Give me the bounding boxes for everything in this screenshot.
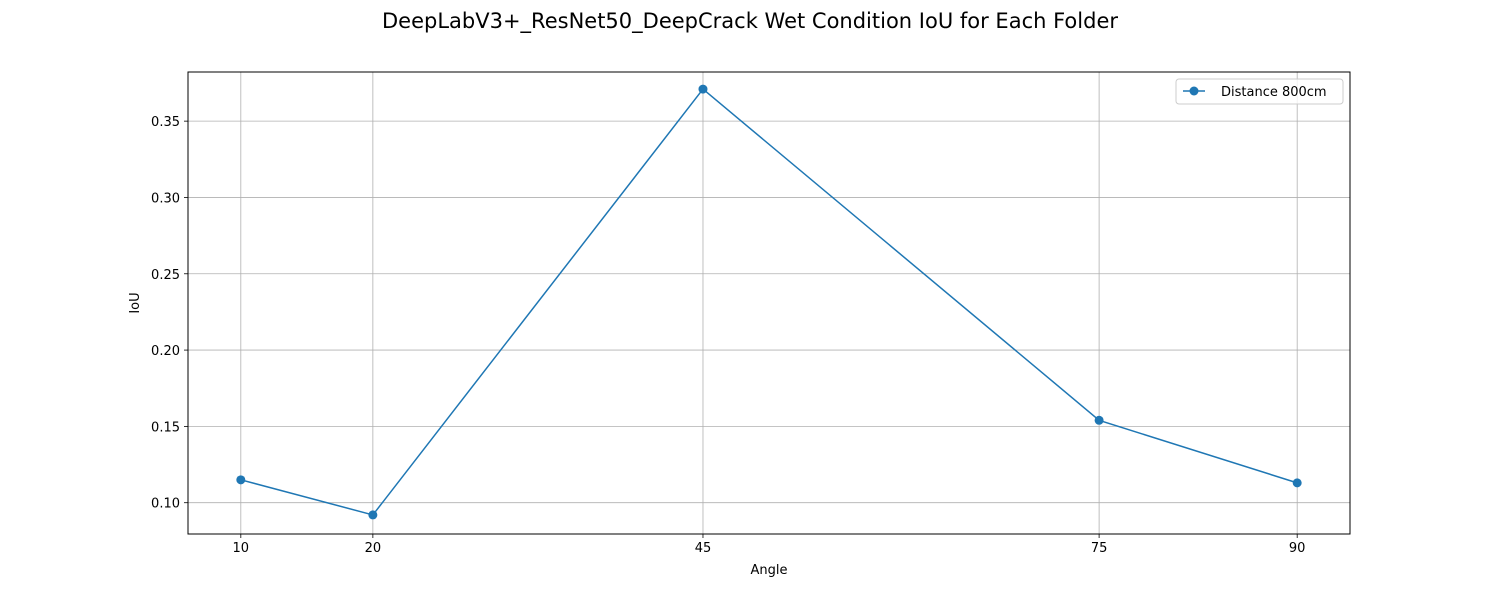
data-point <box>1292 478 1302 488</box>
y-tick-label: 0.20 <box>151 344 180 359</box>
chart-title: DeepLabV3+_ResNet50_DeepCrack Wet Condit… <box>382 9 1118 34</box>
grid <box>188 72 1350 534</box>
data-point <box>236 475 246 485</box>
y-tick-label: 0.25 <box>151 268 180 283</box>
y-tick-label: 0.10 <box>151 497 180 512</box>
y-axis-ticks: 0.10 0.15 0.20 0.25 0.30 0.35 <box>151 115 188 512</box>
legend-marker-swatch <box>1189 86 1199 96</box>
x-tick-label: 90 <box>1289 541 1306 556</box>
y-tick-label: 0.35 <box>151 115 180 130</box>
x-axis-label: Angle <box>751 563 788 578</box>
y-tick-label: 0.30 <box>151 191 180 206</box>
legend-box <box>1175 78 1344 105</box>
series-distance-800cm <box>236 84 1302 520</box>
y-tick-label: 0.15 <box>151 420 180 435</box>
x-tick-label: 10 <box>233 541 250 556</box>
x-tick-label: 75 <box>1091 541 1108 556</box>
series-line <box>240 88 1298 516</box>
x-tick-label: 45 <box>695 541 712 556</box>
data-point <box>1094 415 1104 425</box>
y-axis-label: IoU <box>128 292 143 313</box>
legend: Distance 800cm <box>1175 78 1344 105</box>
x-axis-ticks: 10 20 45 75 90 <box>233 534 1306 556</box>
plot-frame <box>187 71 1351 535</box>
data-point <box>698 84 708 94</box>
legend-entry-label: Distance 800cm <box>1221 85 1327 100</box>
x-tick-label: 20 <box>365 541 382 556</box>
data-point <box>368 510 378 520</box>
